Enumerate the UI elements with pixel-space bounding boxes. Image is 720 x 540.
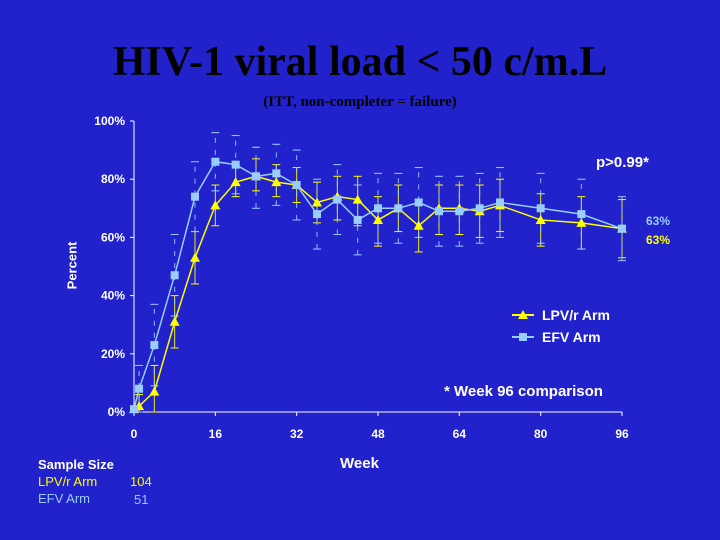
data-point-efv xyxy=(333,195,342,204)
sample-size-n-lpv: 104 xyxy=(130,474,152,489)
x-tick-label: 48 xyxy=(371,427,385,441)
data-point-lpv xyxy=(210,200,221,210)
data-point-efv xyxy=(170,271,179,280)
efv-end-label: 63% xyxy=(646,214,671,228)
legend-label-lpv: LPV/r Arm xyxy=(542,307,610,323)
data-point-efv xyxy=(353,215,362,224)
sample-size-title: Sample Size xyxy=(38,457,114,472)
legend-swatch-efv xyxy=(512,333,534,341)
data-point-lpv xyxy=(312,197,322,207)
y-tick-label: 100% xyxy=(94,114,125,128)
data-point-efv xyxy=(435,207,443,216)
data-point-efv xyxy=(496,198,504,207)
y-tick-label: 0% xyxy=(108,405,126,419)
data-point-efv xyxy=(130,405,138,414)
y-tick-label: 20% xyxy=(101,347,125,361)
square-marker-icon xyxy=(519,333,527,341)
x-tick-label: 64 xyxy=(453,427,467,441)
data-point-efv xyxy=(292,181,301,190)
data-point-lpv xyxy=(373,214,383,224)
data-point-efv xyxy=(191,192,199,201)
chart-axes xyxy=(130,120,623,416)
data-point-efv xyxy=(252,172,260,181)
data-point-efv xyxy=(374,204,382,213)
x-tick-label: 0 xyxy=(131,427,138,441)
data-point-efv xyxy=(618,224,626,233)
chart-subtitle: (ITT, non-completer = failure) xyxy=(263,94,457,110)
data-point-efv xyxy=(475,204,484,213)
data-point-lpv xyxy=(413,220,424,230)
y-axis-label: Percent xyxy=(64,241,80,290)
data-point-efv xyxy=(231,160,240,169)
data-point-efv xyxy=(272,169,281,178)
legend-label-efv: EFV Arm xyxy=(542,329,601,345)
data-point-efv xyxy=(211,157,220,166)
x-tick-label: 80 xyxy=(534,427,548,441)
series-markers xyxy=(129,157,627,414)
p-value-annotation: p>0.99* xyxy=(596,154,649,171)
data-point-efv xyxy=(455,207,464,216)
sample-size-label-efv: EFV Arm xyxy=(38,491,91,506)
data-point-efv xyxy=(536,204,545,213)
x-tick-label: 32 xyxy=(290,427,304,441)
data-point-efv xyxy=(414,198,423,207)
data-point-lpv xyxy=(576,217,587,227)
sample-size-n-efv: 51 xyxy=(134,492,149,507)
y-tick-label: 40% xyxy=(101,289,125,303)
data-point-lpv xyxy=(352,194,363,204)
x-tick-label: 16 xyxy=(209,427,223,441)
chart-title: HIV-1 viral load < 50 c/m.L xyxy=(112,39,608,85)
footnote: * Week 96 comparison xyxy=(444,383,603,400)
tick-labels: 0% 20% 40% 60% 80% 100% 0 16 32 48 64 80 96 xyxy=(94,114,629,441)
data-point-lpv xyxy=(271,177,282,187)
data-point-efv xyxy=(150,341,159,350)
data-point-efv xyxy=(313,210,321,219)
y-tick-label: 80% xyxy=(101,172,125,186)
legend-swatch-lpv xyxy=(512,310,534,319)
data-point-lpv xyxy=(190,252,200,262)
legend-item-efv: EFV Arm xyxy=(512,326,610,348)
data-point-lpv xyxy=(230,177,241,187)
data-point-lpv xyxy=(169,316,180,326)
x-tick-label: 96 xyxy=(615,427,629,441)
legend-item-lpv: LPV/r Arm xyxy=(512,304,610,326)
data-point-efv xyxy=(394,204,403,213)
data-point-efv xyxy=(135,384,144,393)
data-point-lpv xyxy=(149,386,160,396)
lpv-end-label: 63% xyxy=(646,233,671,247)
x-axis-label: Week xyxy=(340,455,379,472)
sample-size-label-lpv: LPV/r Arm xyxy=(38,474,98,489)
data-point-lpv xyxy=(535,214,546,224)
y-tick-label: 60% xyxy=(101,230,125,244)
triangle-marker-icon xyxy=(518,310,528,319)
data-point-efv xyxy=(577,210,586,219)
legend: LPV/r Arm EFV Arm xyxy=(512,304,610,348)
